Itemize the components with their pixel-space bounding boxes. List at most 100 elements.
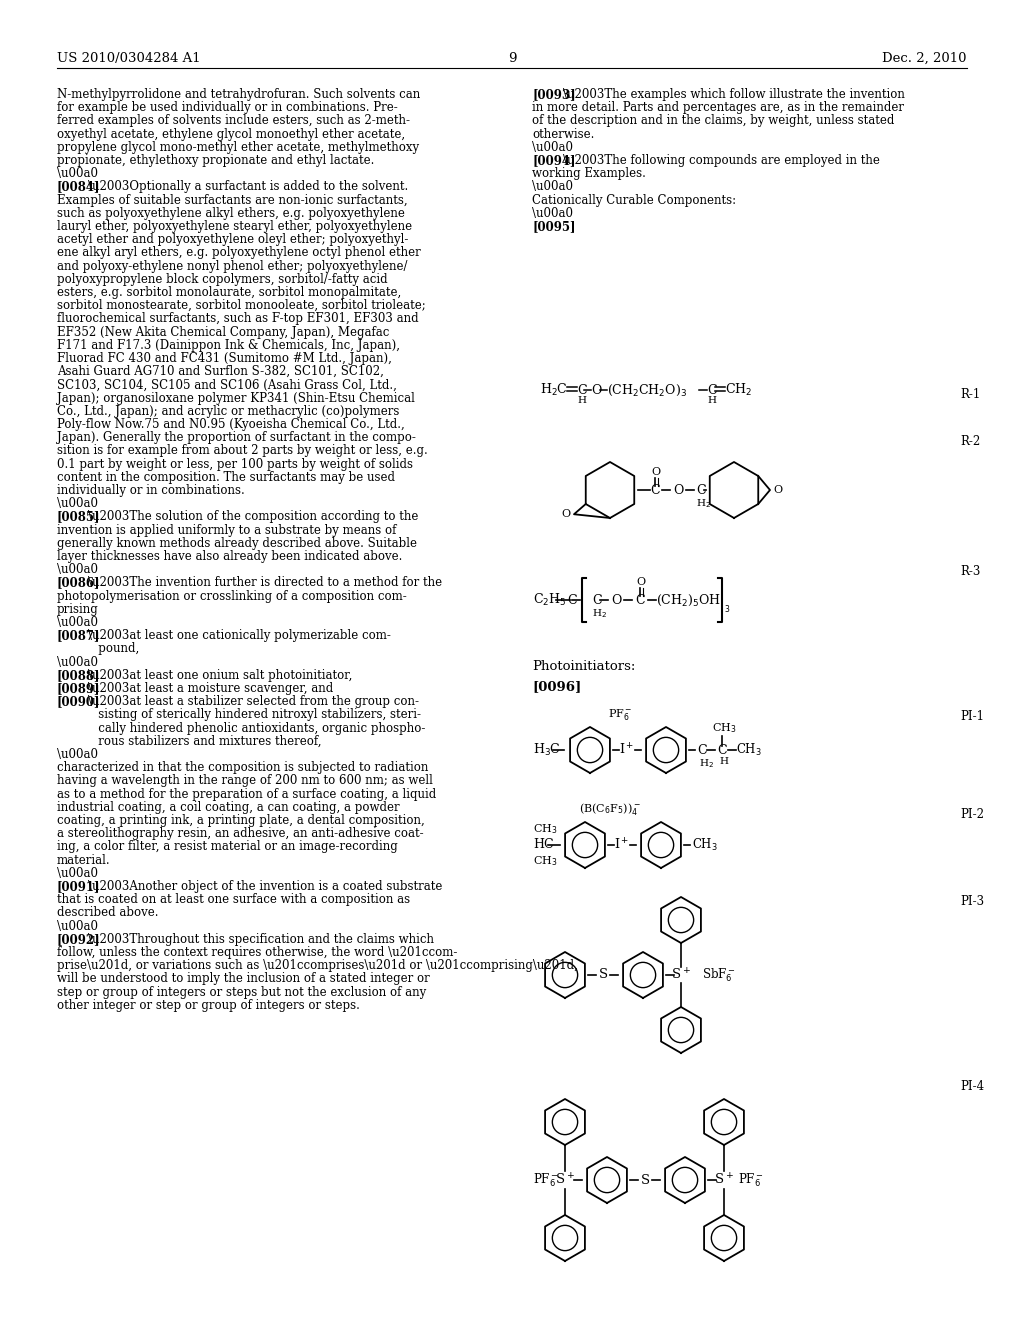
Text: sorbitol monostearate, sorbitol monooleate, sorbitol trioleate;: sorbitol monostearate, sorbitol monoolea… <box>57 300 426 313</box>
Text: material.: material. <box>57 854 111 867</box>
Text: \u00a0: \u00a0 <box>57 168 98 181</box>
Text: R-3: R-3 <box>961 565 980 578</box>
Text: I$^+$: I$^+$ <box>620 742 635 758</box>
Text: O: O <box>673 483 683 496</box>
Text: ferred examples of solvents include esters, such as 2-meth-: ferred examples of solvents include este… <box>57 115 410 128</box>
Text: rous stabilizers and mixtures thereof,: rous stabilizers and mixtures thereof, <box>57 735 322 748</box>
Text: described above.: described above. <box>57 907 159 920</box>
Text: \u2003at least a stabilizer selected from the group con-: \u2003at least a stabilizer selected fro… <box>88 696 419 709</box>
Text: PF$_6^-$: PF$_6^-$ <box>534 1171 559 1189</box>
Text: characterized in that the composition is subjected to radiation: characterized in that the composition is… <box>57 762 428 775</box>
Text: S: S <box>640 1173 649 1187</box>
Text: fluorochemical surfactants, such as F-top EF301, EF303 and: fluorochemical surfactants, such as F-to… <box>57 313 419 326</box>
Text: for example be used individually or in combinations. Pre-: for example be used individually or in c… <box>57 102 397 115</box>
Text: H: H <box>707 396 716 405</box>
Text: H: H <box>577 396 586 405</box>
Text: $_3$: $_3$ <box>724 603 730 616</box>
Text: O: O <box>591 384 601 396</box>
Text: \u2003The invention further is directed to a method for the: \u2003The invention further is directed … <box>88 577 441 590</box>
Text: 9: 9 <box>508 51 516 65</box>
Text: C$_2$H$_5$: C$_2$H$_5$ <box>534 591 566 609</box>
Text: O: O <box>561 510 570 519</box>
Text: CH$_3$: CH$_3$ <box>692 837 718 853</box>
Text: C: C <box>650 483 659 496</box>
Text: [0096]: [0096] <box>532 680 582 693</box>
Text: O: O <box>773 484 782 495</box>
Text: (CH$_2$CH$_2$O)$_3$: (CH$_2$CH$_2$O)$_3$ <box>607 383 687 397</box>
Text: in more detail. Parts and percentages are, as in the remainder: in more detail. Parts and percentages ar… <box>532 102 904 115</box>
Text: F171 and F17.3 (Dainippon Ink & Chemicals, Inc, Japan),: F171 and F17.3 (Dainippon Ink & Chemical… <box>57 339 400 352</box>
Text: C: C <box>592 594 602 606</box>
Text: \u2003The solution of the composition according to the: \u2003The solution of the composition ac… <box>88 511 418 524</box>
Text: \u00a0: \u00a0 <box>532 181 573 194</box>
Text: EF352 (New Akita Chemical Company, Japan), Megafac: EF352 (New Akita Chemical Company, Japan… <box>57 326 389 339</box>
Text: [0085]: [0085] <box>57 511 100 524</box>
Text: [0095]: [0095] <box>532 220 575 234</box>
Text: propylene glycol mono-methyl ether acetate, methylmethoxy: propylene glycol mono-methyl ether aceta… <box>57 141 419 154</box>
Text: cally hindered phenolic antioxidants, organic phospho-: cally hindered phenolic antioxidants, or… <box>57 722 425 735</box>
Text: C: C <box>697 743 707 756</box>
Text: that is coated on at least one surface with a composition as: that is coated on at least one surface w… <box>57 894 411 907</box>
Text: (B(C$_6$F$_5$))$_4^-$: (B(C$_6$F$_5$))$_4^-$ <box>580 801 641 817</box>
Text: \u2003at least one cationically polymerizable com-: \u2003at least one cationically polymeri… <box>88 630 390 643</box>
Text: C: C <box>635 594 645 606</box>
Text: individually or in combinations.: individually or in combinations. <box>57 484 245 498</box>
Text: Co., Ltd., Japan); and acrylic or methacrylic (co)polymers: Co., Ltd., Japan); and acrylic or methac… <box>57 405 399 418</box>
Text: propionate, ethylethoxy propionate and ethyl lactate.: propionate, ethylethoxy propionate and e… <box>57 154 375 168</box>
Text: \u00a0: \u00a0 <box>57 498 98 511</box>
Text: H$_2$: H$_2$ <box>592 607 607 620</box>
Text: 0.1 part by weight or less, per 100 parts by weight of solids: 0.1 part by weight or less, per 100 part… <box>57 458 413 471</box>
Text: sisting of sterically hindered nitroxyl stabilizers, steri-: sisting of sterically hindered nitroxyl … <box>57 709 421 722</box>
Text: O: O <box>651 467 660 477</box>
Text: \u00a0: \u00a0 <box>57 564 98 577</box>
Text: N-methylpyrrolidone and tetrahydrofuran. Such solvents can: N-methylpyrrolidone and tetrahydrofuran.… <box>57 88 420 102</box>
Text: PF$_6^-$: PF$_6^-$ <box>738 1171 764 1189</box>
Text: pound,: pound, <box>57 643 139 656</box>
Text: polyoxypropylene block copolymers, sorbitol/-fatty acid: polyoxypropylene block copolymers, sorbi… <box>57 273 388 286</box>
Text: and polyoxy-ethylene nonyl phenol ether; polyoxyethylene/: and polyoxy-ethylene nonyl phenol ether;… <box>57 260 408 273</box>
Text: (CH$_2$)$_5$OH: (CH$_2$)$_5$OH <box>656 593 721 607</box>
Text: \u00a0: \u00a0 <box>57 748 98 762</box>
Text: R-1: R-1 <box>961 388 980 401</box>
Text: H: H <box>719 756 728 766</box>
Text: as to a method for the preparation of a surface coating, a liquid: as to a method for the preparation of a … <box>57 788 436 801</box>
Text: \u00a0: \u00a0 <box>532 207 573 220</box>
Text: [0094]: [0094] <box>532 154 575 168</box>
Text: C: C <box>717 743 727 756</box>
Text: industrial coating, a coil coating, a can coating, a powder: industrial coating, a coil coating, a ca… <box>57 801 399 814</box>
Text: HC: HC <box>534 838 554 851</box>
Text: \u2003The following compounds are employed in the: \u2003The following compounds are employ… <box>562 154 880 168</box>
Text: CH$_3$: CH$_3$ <box>534 822 558 836</box>
Text: [0088]: [0088] <box>57 669 100 682</box>
Text: [0084]: [0084] <box>57 181 100 194</box>
Text: coating, a printing ink, a printing plate, a dental composition,: coating, a printing ink, a printing plat… <box>57 814 425 828</box>
Text: [0087]: [0087] <box>57 630 100 643</box>
Text: sition is for example from about 2 parts by weight or less, e.g.: sition is for example from about 2 parts… <box>57 445 428 458</box>
Text: \u00a0: \u00a0 <box>532 141 573 154</box>
Text: acetyl ether and polyoxyethylene oleyl ether; polyoxyethyl-: acetyl ether and polyoxyethylene oleyl e… <box>57 234 409 247</box>
Text: will be understood to imply the inclusion of a stated integer or: will be understood to imply the inclusio… <box>57 973 430 986</box>
Text: O: O <box>610 594 622 606</box>
Text: [0091]: [0091] <box>57 880 100 894</box>
Text: SC103, SC104, SC105 and SC106 (Asahi Grass Col, Ltd.,: SC103, SC104, SC105 and SC106 (Asahi Gra… <box>57 379 397 392</box>
Text: Japan). Generally the proportion of surfactant in the compo-: Japan). Generally the proportion of surf… <box>57 432 416 445</box>
Text: \u2003Another object of the invention is a coated substrate: \u2003Another object of the invention is… <box>88 880 442 894</box>
Text: \u2003at least one onium salt photoinitiator,: \u2003at least one onium salt photoiniti… <box>88 669 352 682</box>
Text: C: C <box>707 384 717 396</box>
Text: Poly-flow Now.75 and N0.95 (Kyoeisha Chemical Co., Ltd.,: Poly-flow Now.75 and N0.95 (Kyoeisha Che… <box>57 418 404 432</box>
Text: C: C <box>577 384 587 396</box>
Text: a stereolithography resin, an adhesive, an anti-adhesive coat-: a stereolithography resin, an adhesive, … <box>57 828 424 841</box>
Text: \u00a0: \u00a0 <box>57 616 98 630</box>
Text: PI-4: PI-4 <box>961 1080 984 1093</box>
Text: other integer or step or group of integers or steps.: other integer or step or group of intege… <box>57 999 359 1012</box>
Text: follow, unless the context requires otherwise, the word \u201ccom-: follow, unless the context requires othe… <box>57 946 458 960</box>
Text: H$_3$C: H$_3$C <box>534 742 561 758</box>
Text: content in the composition. The surfactants may be used: content in the composition. The surfacta… <box>57 471 395 484</box>
Text: Cationically Curable Components:: Cationically Curable Components: <box>532 194 736 207</box>
Text: Examples of suitable surfactants are non-ionic surfactants,: Examples of suitable surfactants are non… <box>57 194 408 207</box>
Text: generally known methods already described above. Suitable: generally known methods already describe… <box>57 537 417 550</box>
Text: step or group of integers or steps but not the exclusion of any: step or group of integers or steps but n… <box>57 986 426 999</box>
Text: [0090]: [0090] <box>57 696 100 709</box>
Text: PI-1: PI-1 <box>961 710 984 723</box>
Text: prise\u201d, or variations such as \u201ccomprises\u201d or \u201ccomprising\u20: prise\u201d, or variations such as \u201… <box>57 960 578 973</box>
